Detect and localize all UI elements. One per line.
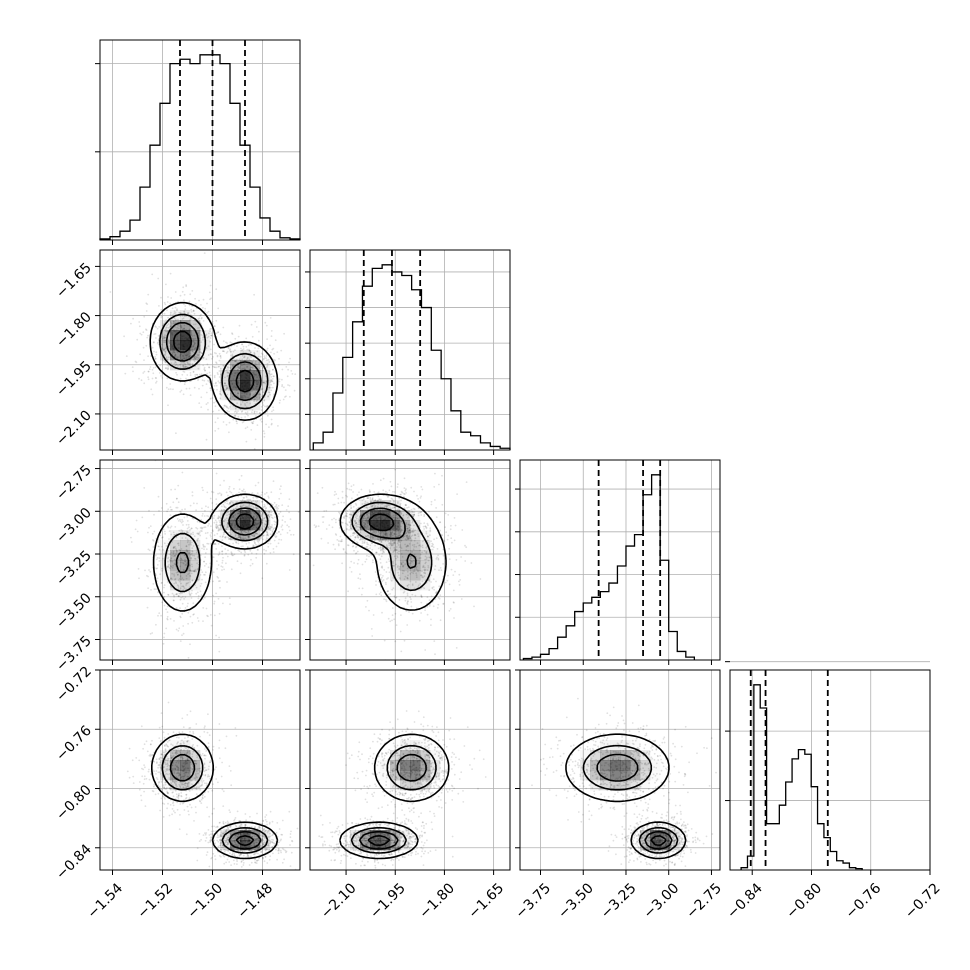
- contour-level-0: [339, 493, 447, 611]
- contour-level-2: [359, 507, 417, 569]
- contour-level-1: [159, 313, 269, 410]
- density-shading: [160, 500, 271, 591]
- contours: [151, 733, 279, 860]
- hist-step-0: [99, 54, 301, 240]
- contour-level-2: [358, 753, 427, 850]
- scatter-panel-0-1: −2.10 −1.95 −1.80 −1.65: [53, 249, 301, 455]
- contour-level-1: [164, 501, 269, 593]
- contour-level-0: [339, 733, 450, 860]
- param-0-xtick-label: −1.50: [184, 880, 226, 922]
- param-2-ytick-label: −2.75: [53, 462, 95, 504]
- scatter-panel-1-2: [305, 459, 511, 665]
- param-1-xtick-label: −2.10: [318, 880, 360, 922]
- scatter-frame-2-3: [519, 669, 721, 871]
- hist-step-1: [312, 264, 511, 450]
- contour-level-0: [565, 733, 687, 860]
- contour-level-2: [596, 753, 673, 850]
- contour-level-3: [368, 513, 395, 532]
- scatter-frame-1-3: [309, 669, 511, 871]
- scatter-frame-0-3: [99, 669, 301, 871]
- param-1-xtick-label: −1.95: [367, 880, 409, 922]
- scatter-panel-2-3: −3.75 −3.50 −3.25 −3.00 −2.75: [512, 669, 725, 922]
- scatter-frame-0-1: [99, 249, 301, 451]
- contour-level-0: [149, 301, 279, 421]
- contours: [339, 733, 450, 860]
- param-3-xtick-label: −0.72: [902, 880, 944, 922]
- contour-level-0: [151, 733, 279, 860]
- contour-level-3: [235, 835, 255, 846]
- param-2-ytick-label: −3.00: [53, 505, 95, 547]
- contour-level-2: [175, 507, 262, 574]
- param-3-xtick-label: −0.84: [724, 880, 766, 922]
- param-1-xtick-label: −1.65: [466, 880, 508, 922]
- param-3-ytick-label: −0.80: [53, 782, 95, 824]
- scatter-panel-0-2: −3.75−3.50−3.25−3.00−2.75: [53, 459, 301, 675]
- param-1-ytick-label: −1.80: [53, 309, 95, 351]
- contour-level-0: [152, 493, 279, 612]
- param-2-ytick-label: −3.75: [53, 633, 95, 675]
- param-2-xtick-label: −2.75: [683, 880, 725, 922]
- param-3-ytick-label: −0.84: [53, 841, 95, 883]
- contour-level-2: [169, 754, 262, 850]
- contour-level-3: [367, 835, 391, 846]
- contours: [152, 493, 279, 612]
- param-2-xtick-label: −3.25: [598, 880, 640, 922]
- hist-panel-3: −0.84 −0.80 −0.76 −0.72: [724, 661, 944, 922]
- contour-level-1: [350, 744, 437, 854]
- scatter-frame-0-2: [99, 459, 301, 661]
- scatter-points: [130, 460, 300, 659]
- param-1-ytick-label: −1.95: [53, 358, 95, 400]
- hist-panel-0: [95, 39, 301, 245]
- scatter-panel-0-3: −1.54 −1.52 −1.50 −1.48−0.84−0.80−0.76−0.72: [53, 664, 301, 922]
- param-3-xtick-label: −0.76: [843, 880, 885, 922]
- hist-step-3: [740, 684, 863, 870]
- param-2-xtick-label: −3.00: [641, 880, 683, 922]
- param-2-ytick-label: −3.50: [53, 590, 95, 632]
- contours: [565, 733, 687, 860]
- scatter-panel-1-3: −2.10 −1.95 −1.80 −1.65: [305, 669, 511, 922]
- param-3-ytick-label: −0.76: [53, 723, 95, 765]
- param-1-ytick-label: −2.10: [53, 407, 95, 449]
- hist-step-2: [522, 474, 696, 660]
- contours: [149, 301, 279, 421]
- param-0-xtick-label: −1.54: [84, 880, 126, 922]
- param-3-xtick-label: −0.80: [783, 880, 825, 922]
- hist-frame-0: [99, 39, 301, 241]
- param-2-xtick-label: −3.50: [555, 880, 597, 922]
- hist-frame-2: [519, 459, 721, 661]
- contour-level-3: [235, 513, 255, 530]
- scatter-frame-1-2: [309, 459, 511, 661]
- param-0-xtick-label: −1.52: [134, 880, 176, 922]
- contour-level-1: [582, 744, 679, 854]
- contours: [339, 493, 447, 611]
- param-2-xtick-label: −3.75: [512, 880, 554, 922]
- param-0-xtick-label: −1.48: [234, 880, 276, 922]
- hist-frame-1: [309, 249, 511, 451]
- contour-level-2: [165, 322, 262, 402]
- hist-frame-3: [729, 669, 931, 871]
- hist-panel-2: [515, 459, 721, 665]
- contour-level-1: [351, 501, 433, 592]
- contour-level-3: [173, 330, 255, 393]
- contour-level-3: [650, 835, 667, 846]
- param-1-ytick-label: −1.65: [53, 260, 95, 302]
- param-1-xtick-label: −1.80: [416, 880, 458, 922]
- hist-panel-1: [305, 249, 511, 455]
- contour-level-1: [161, 745, 269, 854]
- param-2-ytick-label: −3.25: [53, 548, 95, 590]
